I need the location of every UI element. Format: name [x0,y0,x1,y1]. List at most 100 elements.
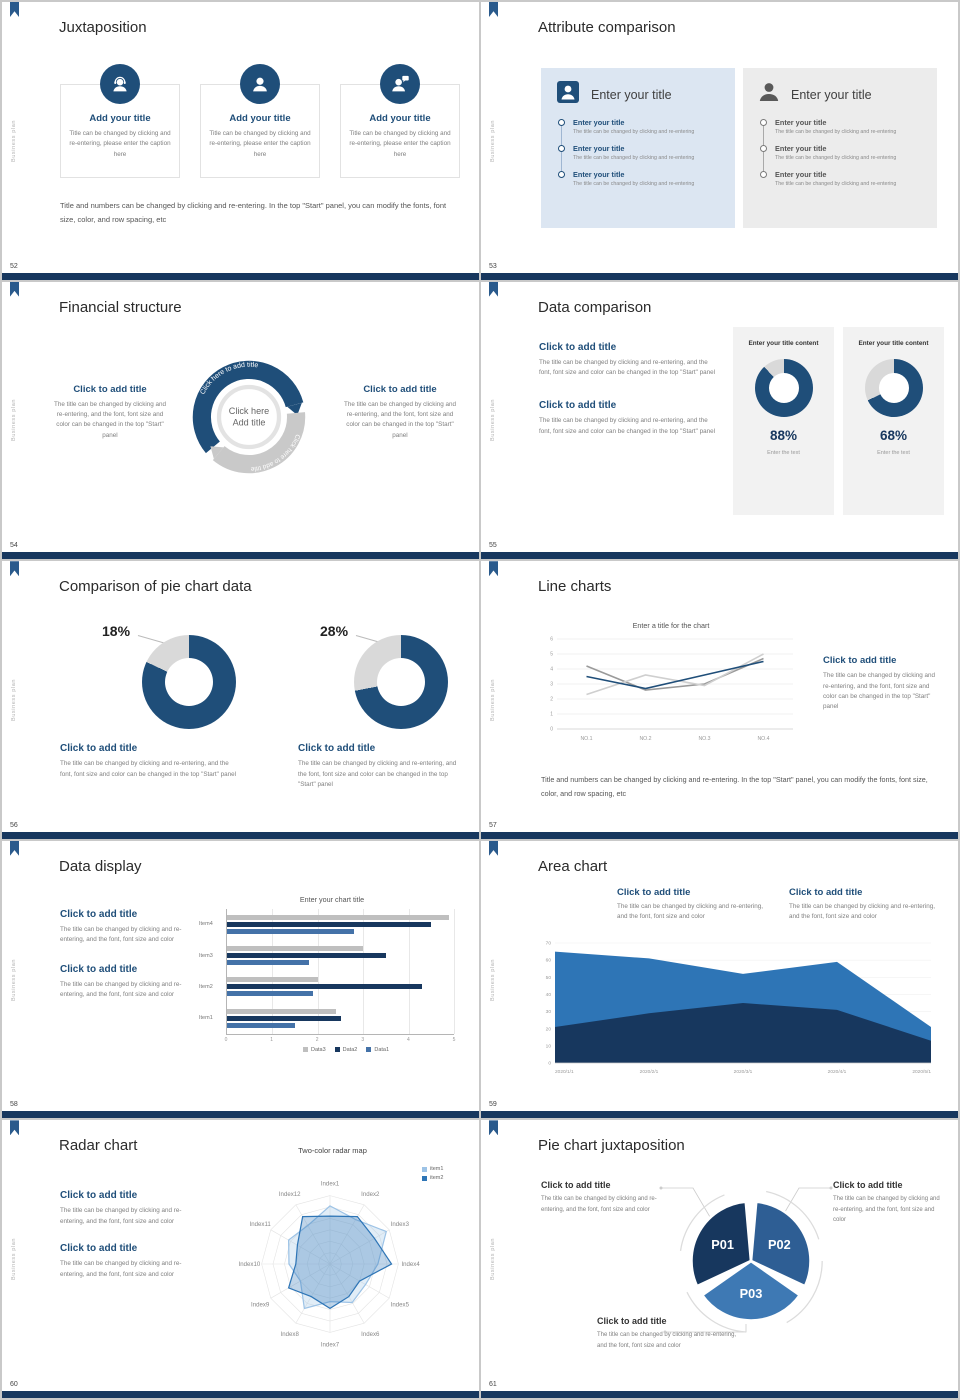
bar-group: Item2 [199,977,454,997]
svg-text:70: 70 [546,940,552,946]
page-title: Comparison of pie chart data [59,578,252,596]
page-title: Juxtaposition [59,19,147,36]
svg-text:2020/2/1: 2020/2/1 [640,1069,659,1075]
text-block: Click to add title The title can be chan… [60,909,188,946]
page-title: Radar chart [59,1137,138,1155]
block-heading: Click to add title [363,383,437,395]
radar-chart-canvas: Index1 Index2 Index3 Index4 Index5 Index6 Inde… [239,1181,421,1349]
center-label-line2: Add title [233,417,266,427]
text-block: Click to add title The title can be chan… [789,887,943,923]
donut-chart [354,635,448,730]
feature-card: Add your title Title can be changed by c… [340,64,460,178]
timeline-item: Enter your title The title can be change… [558,170,721,189]
legend-item: Data2 [334,1047,357,1053]
gridline [363,908,365,1034]
svg-text:NO.2: NO.2 [639,736,651,742]
legend-item: Data3 [302,1047,326,1053]
block-heading: Click to add title [73,383,147,395]
donut-chart [142,635,236,730]
left-text-column: Click to add title The title can be chan… [60,909,188,1019]
percent-callout: 28% [320,623,349,640]
series-gray [586,657,764,692]
slide-number: 55 [489,542,497,550]
gray-arrow-arc [212,411,306,473]
timeline-item-caption: The title can be changed by clicking and… [573,180,695,187]
bar-Data1 [227,991,314,997]
page-title: Attribute comparison [538,19,676,36]
gridline [454,908,455,1034]
bar-chart-axis-ticks: 0 1 2 3 4 5 [224,1035,456,1044]
svg-text:Index1: Index1 [321,1181,340,1188]
svg-text:2020/5/1: 2020/5/1 [912,1069,931,1075]
svg-text:2020/4/1: 2020/4/1 [828,1069,847,1075]
slide-footer-bar [481,1391,958,1398]
svg-text:Index11: Index11 [250,1221,272,1228]
gridline [408,908,410,1034]
text-block: Click to add title The title can be chan… [60,1190,186,1227]
slide-57: Business plan Line charts Enter a title … [481,561,958,839]
axis-tick-label: 2 [315,1036,319,1043]
block-heading: Click to add title [833,1180,903,1191]
chart-title: Enter your chart title [299,894,365,904]
category-label: Item1 [199,1015,213,1022]
text-block: Click to add title The title can be chan… [539,342,717,379]
person-badge-icon [555,80,581,109]
timeline-item-title: Enter your title [573,118,625,127]
vertical-sidebar-label: Business plan [490,1238,496,1281]
panel-title: Enter your title [791,87,872,102]
page-title: Line charts [538,578,612,596]
axis-tick-label: 0 [224,1036,228,1043]
card-footer-text: Enter the text [767,449,800,456]
bar-Data1 [227,960,309,966]
bookmark-icon [10,1120,19,1136]
svg-text:P03: P03 [740,1286,763,1301]
svg-text:Index3: Index3 [391,1221,410,1228]
text-block: Click to add title The title can be chan… [539,400,717,437]
blue-arrow-arc [192,360,304,453]
slide-number: 52 [10,262,18,270]
area-chart-canvas: 0 10 20 30 40 50 60 70 2020/1/1 2020/2/1 2020/3/1 2… [546,940,932,1075]
timeline-item-title: Enter your title [775,169,827,179]
block-heading: Click to add title [60,1190,138,1202]
percent-callout: 18% [102,623,131,640]
timeline-dot-icon [760,119,767,126]
pie-chart-canvas: P01 P02 P03 [679,1189,823,1334]
right-text-block: Click to add title The title can be chan… [833,1180,945,1225]
comparison-panels: Enter your title Enter your title The ti… [541,68,937,228]
block-caption: The title can be changed by clicking and… [597,1332,737,1349]
donut-group: 18% Click to add title The title can be … [60,621,242,780]
slide-footer-bar [2,552,479,560]
slide-number: 53 [489,262,497,270]
slide-58: Business plan Data display Click to add … [2,840,479,1119]
slide-footer-bar [481,272,958,280]
bar-Data2 [227,921,432,927]
timeline-dot-icon [558,119,565,126]
axis-tick-label: 5 [452,1036,456,1043]
block-caption: The title can be changed by clicking and… [617,902,763,921]
gray-arrowhead-icon [210,445,224,459]
panel-title: Enter your title [591,87,672,102]
bottom-text-block: Click to add title The title can be chan… [597,1316,747,1350]
block-heading: Click to add title [60,908,138,920]
text-block: Click to add title The title can be chan… [60,1243,186,1280]
legend-swatch [302,1047,308,1053]
block-heading: Click to add title [60,743,138,755]
stat-card: Enter your title content 88% Enter the t… [733,326,834,515]
percent-value: 88% [769,427,798,443]
blue-arrowhead-icon [287,402,302,415]
radar-item2 [287,1215,393,1310]
svg-text:P01: P01 [711,1237,734,1252]
timeline-item-title: Enter your title [775,143,827,153]
slide-note: Title and numbers can be changed by clic… [541,775,928,798]
text-block: Click to add title The title can be chan… [60,964,188,1001]
legend-swatch [422,1175,427,1181]
block-caption: The title can be changed by clicking and… [60,925,182,944]
bookmark-icon [10,561,19,577]
svg-text:Index8: Index8 [281,1331,300,1338]
series-dark [555,1002,931,1063]
slide-footer-bar [2,831,479,839]
person-silhouette-icon [757,80,781,109]
slide-footer-bar [481,831,958,839]
slide-footer-bar [481,552,958,560]
